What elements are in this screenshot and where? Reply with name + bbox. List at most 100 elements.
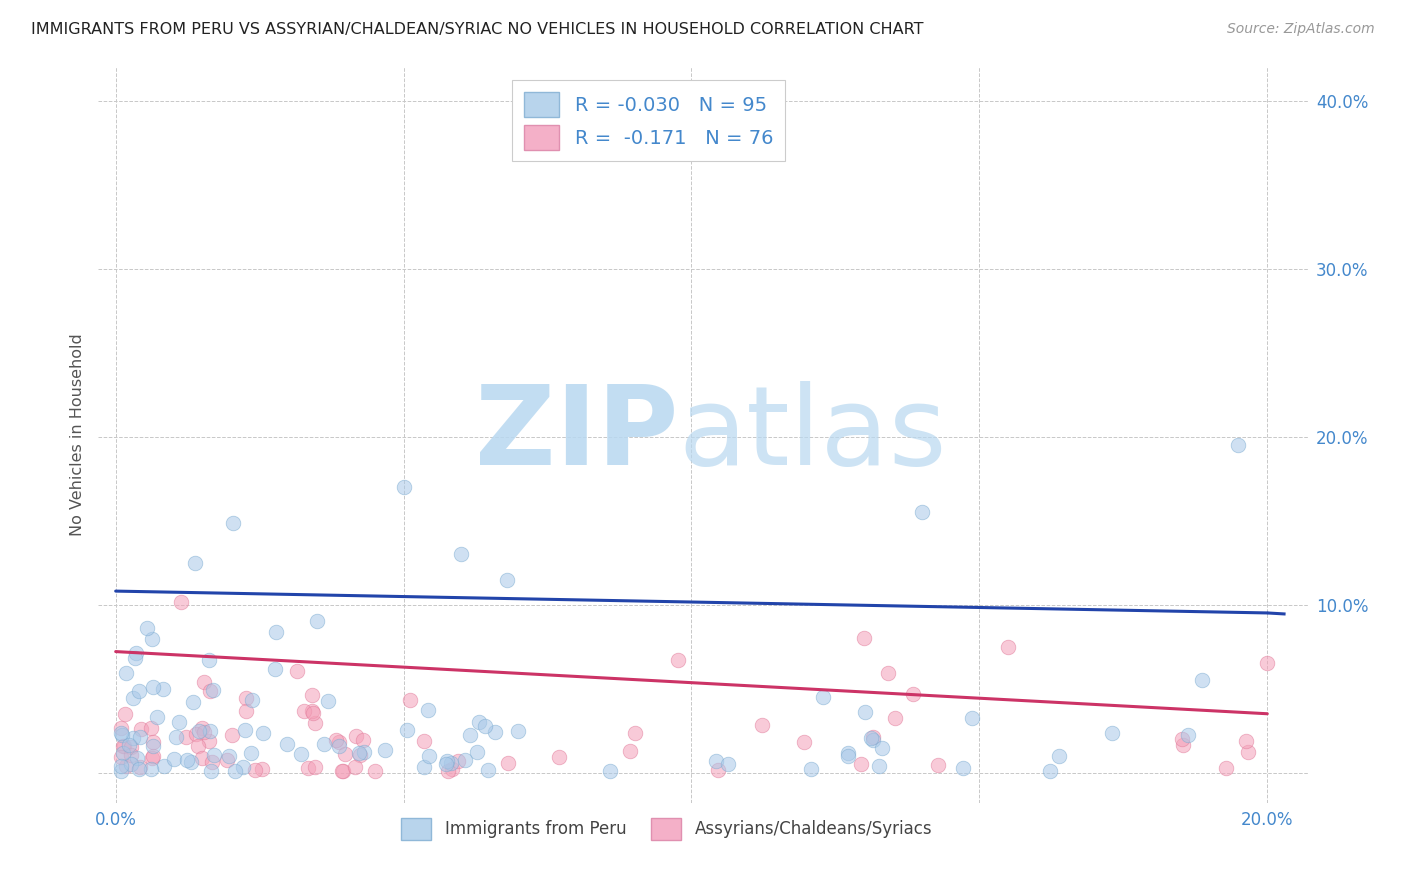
Point (704, 754, 727, 768)
Point (110, 750, 132, 764)
Point (624, 726, 647, 740)
Point (120, 748, 142, 763)
Point (302, 706, 325, 721)
Point (125, 646, 148, 660)
Point (903, 688, 925, 702)
Point (193, 724, 215, 739)
Point (186, 727, 208, 741)
Point (465, 744, 488, 758)
Point (301, 688, 323, 702)
Point (855, 706, 877, 720)
Point (221, 728, 243, 742)
Point (290, 747, 312, 761)
Point (114, 706, 136, 721)
Point (960, 711, 983, 725)
Point (124, 651, 146, 665)
Point (200, 764, 222, 778)
Point (240, 693, 263, 707)
Point (548, 749, 571, 764)
Point (412, 760, 434, 774)
Point (264, 625, 287, 640)
Point (619, 743, 641, 757)
Point (193, 675, 215, 690)
Point (163, 752, 186, 766)
Point (301, 704, 323, 718)
Point (200, 756, 222, 770)
Point (849, 757, 872, 772)
Point (120, 756, 142, 771)
Point (474, 719, 496, 733)
Point (198, 684, 221, 698)
Point (395, 723, 418, 738)
Point (1177, 727, 1199, 741)
Point (235, 704, 257, 718)
Point (233, 723, 256, 737)
Point (884, 711, 907, 725)
Point (122, 731, 145, 746)
Point (454, 752, 477, 766)
Point (1101, 726, 1123, 740)
Point (330, 764, 353, 778)
Point (392, 480, 415, 494)
Point (252, 726, 274, 740)
Point (224, 764, 246, 778)
Point (170, 595, 193, 609)
Point (188, 724, 211, 739)
Point (751, 717, 773, 731)
Point (197, 653, 219, 667)
Point (316, 694, 339, 708)
Point (239, 747, 262, 761)
Point (352, 732, 374, 747)
Point (859, 731, 882, 745)
Point (314, 738, 336, 752)
Point (853, 631, 876, 645)
Point (1170, 731, 1192, 746)
Point (191, 751, 214, 765)
Point (235, 690, 257, 705)
Point (328, 739, 350, 753)
Point (202, 748, 225, 763)
Point (252, 762, 274, 776)
Point (304, 760, 326, 774)
Point (927, 758, 949, 772)
Point (200, 724, 222, 739)
Point (110, 764, 132, 778)
Point (333, 747, 356, 761)
Point (276, 738, 298, 752)
Point (1191, 673, 1213, 687)
Point (793, 735, 815, 749)
Point (142, 739, 165, 753)
Point (129, 730, 152, 744)
Point (112, 739, 135, 753)
Point (297, 761, 319, 775)
Point (292, 704, 315, 718)
Point (374, 742, 396, 756)
Point (142, 734, 165, 748)
Point (201, 682, 224, 697)
Point (413, 733, 436, 747)
Point (128, 763, 150, 777)
Point (1256, 657, 1278, 671)
Point (666, 653, 689, 667)
Point (243, 764, 266, 778)
Text: atlas: atlas (679, 382, 948, 488)
Point (167, 714, 190, 729)
Point (450, 547, 472, 561)
Point (325, 732, 347, 747)
Point (232, 760, 254, 774)
Point (1039, 764, 1062, 778)
Point (264, 662, 287, 676)
Point (434, 756, 457, 771)
Point (110, 721, 132, 735)
Text: Source: ZipAtlas.com: Source: ZipAtlas.com (1227, 22, 1375, 37)
Point (437, 764, 460, 778)
Point (115, 758, 138, 772)
Point (128, 683, 150, 698)
Point (468, 714, 491, 729)
Point (122, 691, 145, 706)
Point (436, 754, 458, 768)
Point (440, 762, 463, 776)
Point (458, 728, 481, 742)
Point (477, 764, 499, 778)
Point (862, 730, 884, 744)
